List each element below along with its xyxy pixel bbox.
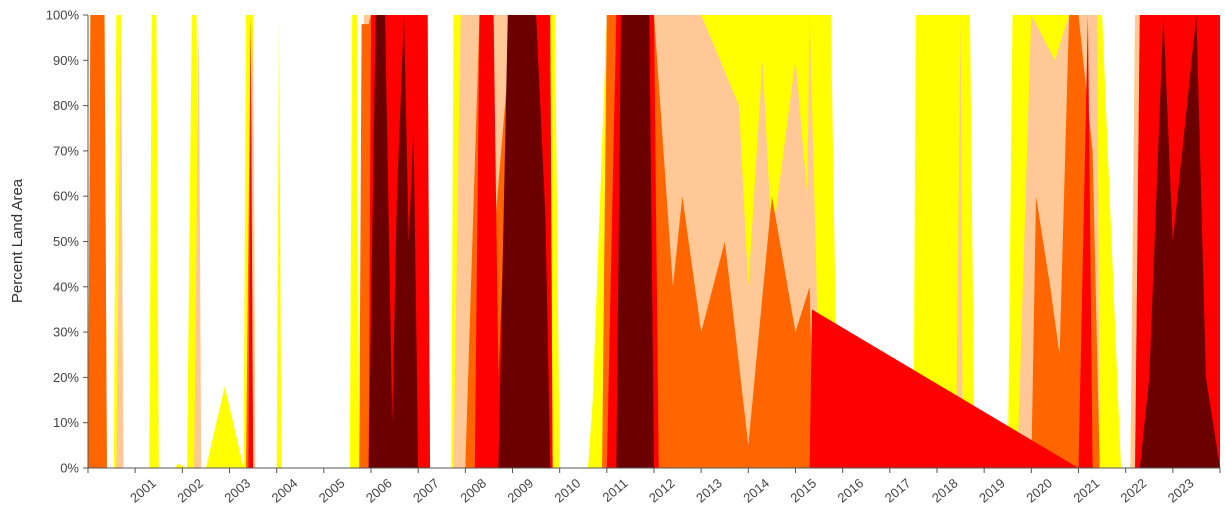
x-tick-label: 2007 <box>410 475 442 505</box>
x-tick-label: 2014 <box>740 475 772 505</box>
x-tick-label: 2013 <box>693 475 725 505</box>
x-tick-label: 2011 <box>599 475 630 504</box>
x-tick-label: 2021 <box>1070 475 1102 505</box>
x-tick-label: 2012 <box>646 475 678 505</box>
x-tick-label: 2003 <box>221 475 253 505</box>
series-area-3 <box>248 15 1220 468</box>
x-tick-label: 2023 <box>1165 475 1197 505</box>
x-tick-label: 2017 <box>882 475 914 505</box>
y-tick-label: 40% <box>53 279 79 294</box>
x-tick-label: 2001 <box>127 475 159 505</box>
y-tick-label: 60% <box>53 189 79 204</box>
y-tick-label: 20% <box>53 370 79 385</box>
x-tick-label: 2006 <box>363 475 395 505</box>
x-tick-label: 2022 <box>1118 475 1150 505</box>
x-tick-label: 2008 <box>457 475 489 505</box>
x-tick-label: 2019 <box>976 475 1008 505</box>
x-tick-label: 2016 <box>835 475 867 505</box>
y-tick-label: 0% <box>60 461 79 476</box>
x-tick-label: 2009 <box>504 475 536 505</box>
y-tick-label: 70% <box>53 143 79 158</box>
y-tick-label: 90% <box>53 53 79 68</box>
x-tick-label: 2018 <box>929 475 961 505</box>
x-tick-label: 2010 <box>552 475 584 505</box>
x-tick-label: 2015 <box>787 475 819 505</box>
series-area-4 <box>368 15 1221 468</box>
plot-area <box>88 15 1221 468</box>
y-tick-label: 80% <box>53 98 79 113</box>
y-tick-label: 10% <box>53 415 79 430</box>
y-tick-label: 50% <box>53 234 79 249</box>
x-tick-label: 2002 <box>174 475 206 505</box>
y-tick-label: 100% <box>46 8 80 23</box>
x-tick-label: 2005 <box>316 475 348 505</box>
y-tick-label: 30% <box>53 325 79 340</box>
x-tick-label: 2020 <box>1023 475 1055 505</box>
y-axis-title: Percent Land Area <box>9 178 26 303</box>
x-tick-label: 2004 <box>269 475 301 505</box>
